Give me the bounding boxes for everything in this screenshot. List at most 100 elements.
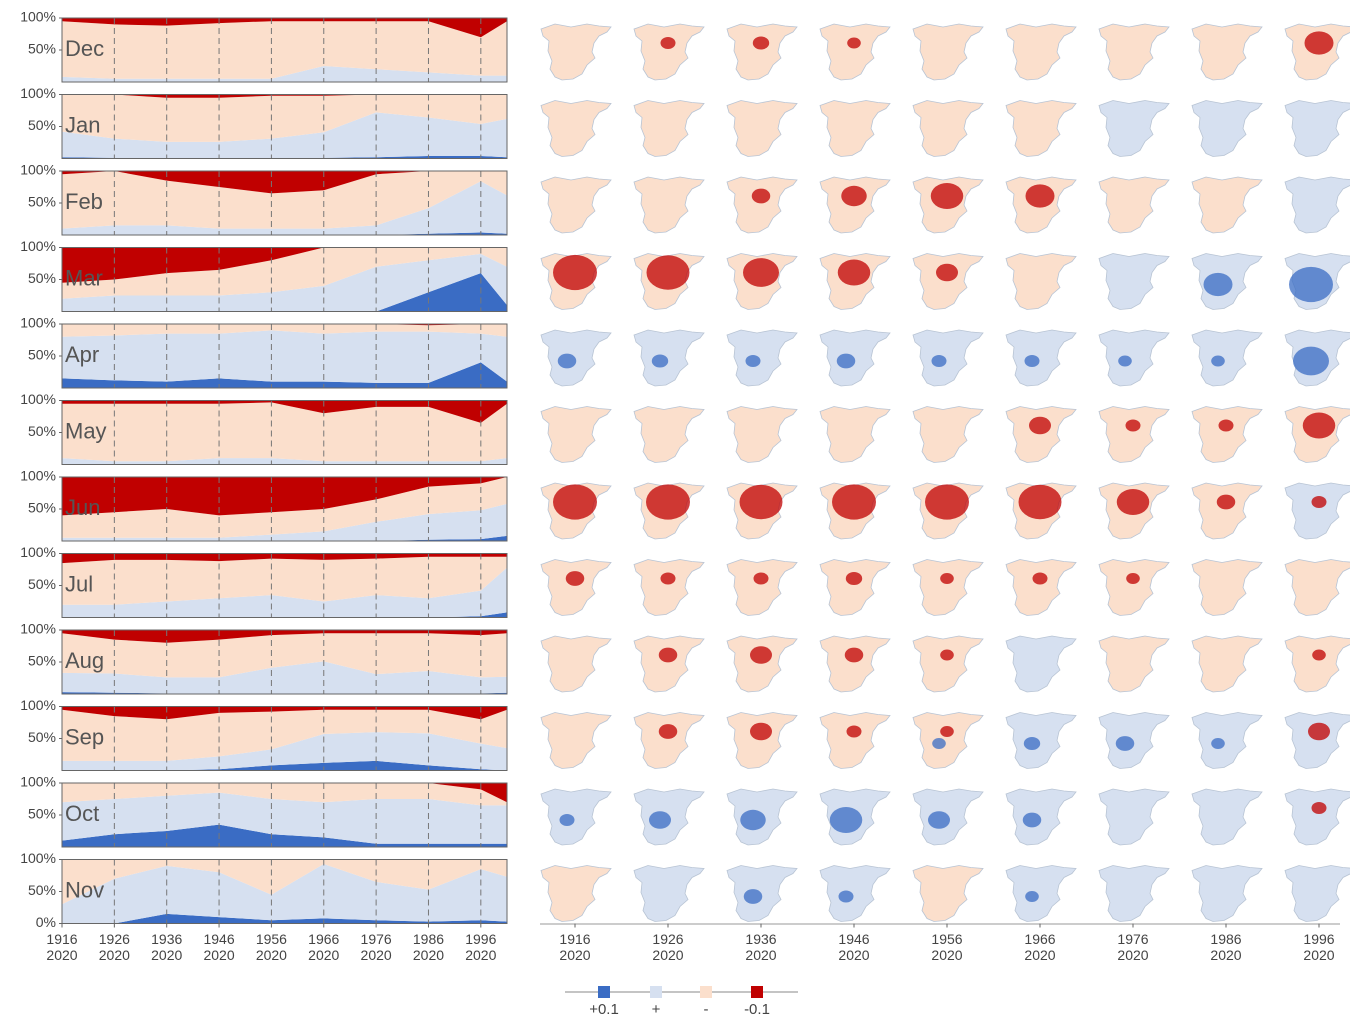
map bbox=[540, 865, 612, 922]
map-patch bbox=[838, 890, 854, 903]
map bbox=[540, 482, 612, 540]
map-shape bbox=[912, 329, 984, 387]
map-column-sublabel: 2020 bbox=[652, 947, 683, 963]
map-patch bbox=[1211, 355, 1225, 367]
map bbox=[726, 100, 798, 157]
area bbox=[62, 112, 507, 158]
map bbox=[1284, 253, 1350, 310]
map bbox=[1098, 253, 1170, 310]
area bbox=[62, 273, 507, 312]
y-tick-label: 0% bbox=[36, 914, 56, 930]
map-patch bbox=[1018, 484, 1062, 520]
map-patch bbox=[1311, 802, 1327, 814]
map-column-sublabel: 2020 bbox=[1117, 947, 1148, 963]
map-patch bbox=[940, 649, 954, 661]
map-shape bbox=[1005, 559, 1077, 616]
x-tick-label: 1946 bbox=[203, 931, 234, 947]
map bbox=[1284, 865, 1350, 922]
map bbox=[633, 559, 705, 616]
map-shape bbox=[633, 100, 705, 157]
map-patch bbox=[832, 484, 876, 520]
map bbox=[726, 253, 798, 310]
y-tick-label: 50% bbox=[28, 41, 56, 57]
x-tick-sublabel: 2020 bbox=[413, 947, 444, 963]
map bbox=[1284, 788, 1350, 846]
map bbox=[726, 482, 798, 540]
panel-label: Nov bbox=[65, 877, 104, 902]
area bbox=[62, 247, 507, 283]
map-shape bbox=[1191, 865, 1263, 922]
map bbox=[1191, 406, 1263, 463]
map bbox=[633, 712, 705, 769]
map-shape bbox=[912, 100, 984, 157]
map-patch bbox=[1025, 891, 1039, 902]
map-shape bbox=[819, 865, 891, 922]
map bbox=[819, 482, 891, 540]
y-tick-label: 50% bbox=[28, 729, 56, 745]
map-patch bbox=[847, 37, 861, 49]
map bbox=[1191, 176, 1263, 234]
map-patch bbox=[1216, 494, 1236, 510]
map-patch bbox=[1126, 573, 1140, 584]
map-patch bbox=[660, 572, 676, 585]
map-shape bbox=[1284, 712, 1350, 769]
map bbox=[726, 329, 798, 387]
map-patch bbox=[846, 725, 862, 738]
map-shape bbox=[540, 23, 612, 81]
panel-label: Jul bbox=[65, 571, 93, 596]
map-patch bbox=[1203, 272, 1233, 297]
map bbox=[912, 788, 984, 846]
map-shape bbox=[1284, 482, 1350, 540]
map bbox=[633, 635, 705, 693]
map-shape bbox=[1191, 100, 1263, 157]
x-tick-sublabel: 2020 bbox=[99, 947, 130, 963]
map bbox=[540, 329, 612, 387]
map-patch bbox=[1025, 184, 1055, 208]
map bbox=[1005, 482, 1077, 540]
legend-swatch bbox=[700, 986, 712, 998]
y-tick-label: 100% bbox=[20, 621, 56, 637]
area bbox=[62, 330, 507, 383]
map bbox=[1098, 100, 1170, 157]
map bbox=[1005, 865, 1077, 922]
map bbox=[912, 329, 984, 387]
map bbox=[726, 712, 798, 769]
map-patch bbox=[932, 738, 946, 749]
area bbox=[62, 760, 507, 771]
x-tick-sublabel: 2020 bbox=[151, 947, 182, 963]
map-shape bbox=[726, 712, 798, 769]
map bbox=[540, 100, 612, 157]
y-tick-label: 100% bbox=[20, 315, 56, 331]
area bbox=[62, 863, 507, 924]
map-patch bbox=[1023, 736, 1041, 751]
map-shape bbox=[1191, 176, 1263, 234]
map bbox=[1284, 559, 1350, 616]
map-shape bbox=[633, 559, 705, 616]
map-shape bbox=[819, 406, 891, 463]
area bbox=[62, 477, 507, 516]
panel-label: May bbox=[65, 418, 107, 443]
map bbox=[819, 635, 891, 693]
map-shape bbox=[540, 176, 612, 234]
map-shape bbox=[1005, 635, 1077, 693]
y-tick-label: 100% bbox=[20, 544, 56, 560]
map bbox=[1005, 788, 1077, 846]
map bbox=[1005, 712, 1077, 769]
map-shape bbox=[540, 635, 612, 693]
legend-label: + bbox=[652, 1001, 661, 1018]
map-shape bbox=[1191, 329, 1263, 387]
map-shape bbox=[912, 559, 984, 616]
map bbox=[819, 865, 891, 922]
map bbox=[912, 100, 984, 157]
map bbox=[912, 559, 984, 616]
area bbox=[62, 709, 507, 761]
map bbox=[912, 482, 984, 540]
map-column-label: 1966 bbox=[1024, 931, 1055, 947]
map bbox=[1005, 329, 1077, 387]
map-shape bbox=[726, 406, 798, 463]
y-tick-label: 100% bbox=[20, 468, 56, 484]
map bbox=[633, 865, 705, 922]
panel-label: Jun bbox=[65, 495, 100, 520]
map-patch bbox=[651, 354, 669, 368]
legend-label: - bbox=[704, 1001, 709, 1018]
